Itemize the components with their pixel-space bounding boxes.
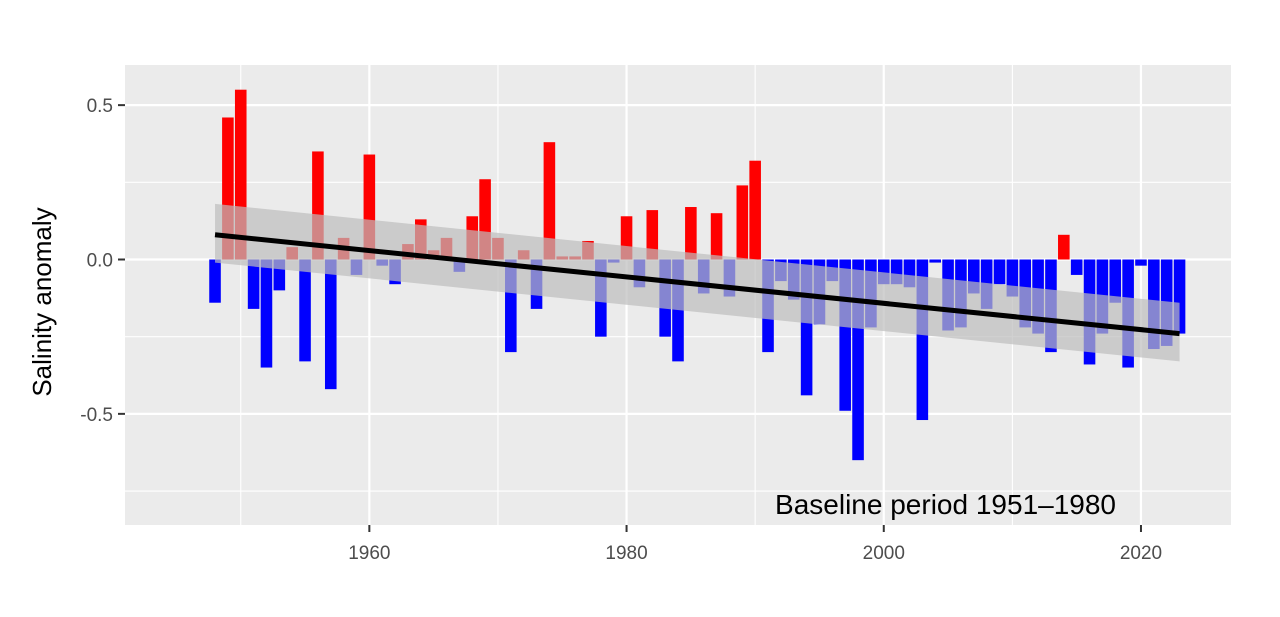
positive-anomaly-bar [620,216,633,260]
positive-anomaly-bar [363,154,376,260]
negative-anomaly-bar [672,259,684,362]
x-tick-label: 2020 [1120,543,1162,564]
negative-anomaly-bar [260,259,273,368]
positive-anomaly-bar [312,151,324,260]
x-tick-label: 1960 [348,543,390,564]
positive-anomaly-bar [543,142,556,260]
negative-anomaly-bar [839,259,851,411]
negative-anomaly-bar [1135,259,1147,266]
positive-anomaly-bar [479,179,491,260]
y-tick-label: 0.0 [87,250,113,271]
y-axis: 0.5 0.0 -0.5 [80,96,125,426]
negative-anomaly-bar [852,259,864,461]
negative-anomaly-bar [916,259,929,421]
negative-anomaly-bar [324,259,337,390]
negative-anomaly-bar [1109,259,1122,303]
positive-anomaly-bar [234,89,247,260]
negative-anomaly-bar [877,259,890,285]
x-axis: 1960 1980 2000 2020 [348,525,1162,564]
trend-layer [214,203,1180,362]
y-axis-title: Salinity anomaly [27,207,57,396]
positive-anomaly-bar [736,185,749,260]
negative-anomaly-bar [968,259,980,294]
negative-anomaly-bar [993,259,1006,285]
x-tick-label: 2000 [863,543,905,564]
negative-anomaly-bar [299,259,311,362]
x-tick-label: 1980 [605,543,647,564]
y-tick-label: 0.5 [87,96,113,117]
negative-anomaly-bar [273,259,286,291]
positive-anomaly-bar [749,160,761,260]
y-tick-label: -0.5 [80,405,113,426]
negative-anomaly-bar [247,259,260,309]
negative-anomaly-bar [1070,259,1083,275]
negative-anomaly-bar [1006,259,1019,297]
positive-anomaly-bar [685,207,697,260]
positive-anomaly-bar [710,213,723,260]
negative-anomaly-bar [800,259,813,396]
trend-line [214,232,1180,337]
positive-anomaly-bar [1058,234,1070,260]
positive-anomaly-bar [646,210,659,260]
negative-anomaly-bar [890,259,903,285]
negative-anomaly-bar [1173,259,1186,334]
negative-anomaly-bar [929,259,941,263]
baseline-annotation: Baseline period 1951–1980 [775,489,1116,520]
positive-anomaly-bar [222,117,234,260]
negative-anomaly-bar [505,259,517,353]
negative-anomaly-bar [903,259,916,288]
negative-anomaly-bar [209,259,221,303]
